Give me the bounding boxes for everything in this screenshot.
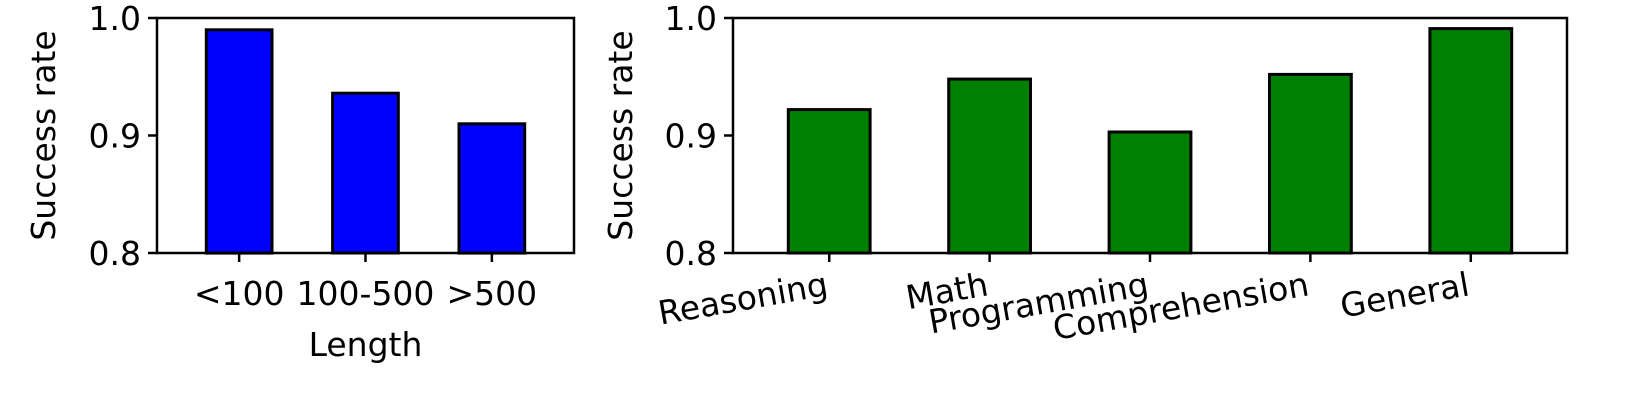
y-axis-label: Success rate <box>24 30 63 240</box>
bar-1-2 <box>331 91 400 255</box>
x-axis-label: Length <box>309 325 423 364</box>
x-tick-label: 100-500 <box>297 274 435 313</box>
bar-2-3 <box>1107 130 1193 255</box>
bar-1-1 <box>204 28 274 255</box>
y-tick-label: 0.8 <box>89 234 141 273</box>
bar-2-2 <box>947 77 1033 255</box>
y-tick-label: 1.0 <box>89 0 141 38</box>
y-tick-label: 0.8 <box>665 234 717 273</box>
chart-1: 0.8 0.9 1.0 <100 100-500 >500 Length Success ra… <box>24 0 576 364</box>
x-tick-label: <100 <box>194 274 285 313</box>
y-axis-label: Success rate <box>601 30 640 240</box>
y-tick-label: 0.9 <box>89 117 141 156</box>
y-tick-label: 1.0 <box>665 0 717 38</box>
x-tick-label: General <box>1337 264 1472 325</box>
x-tick-label: Reasoning <box>655 264 830 332</box>
bar-1-3 <box>457 122 527 255</box>
bar-2-1 <box>786 108 872 255</box>
bar-2-5 <box>1428 27 1514 255</box>
y-tick-label: 0.9 <box>665 117 717 156</box>
x-tick-label: >500 <box>447 274 538 313</box>
bar-2-4 <box>1268 72 1353 255</box>
